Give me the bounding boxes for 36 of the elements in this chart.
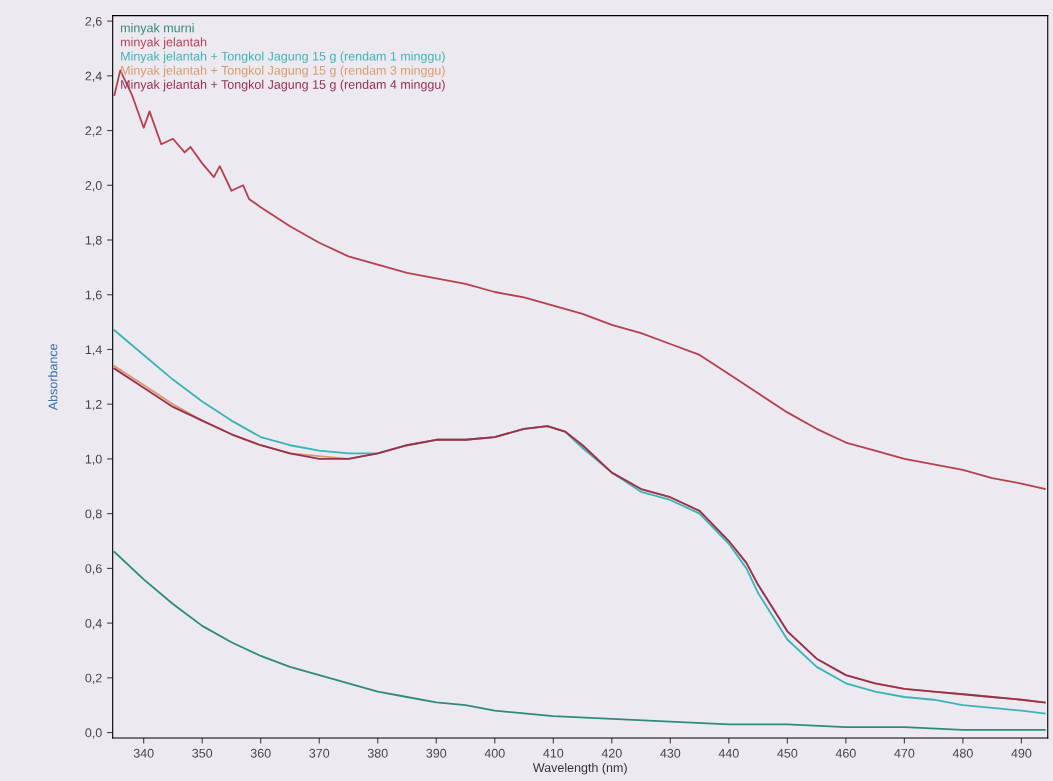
y-tick-label: 2,0 [85,181,102,192]
x-tick-label: 460 [835,748,856,758]
text: Minyak jelantah + Tongkol Jagung 15 g (rendam 3 minggu) [121,65,445,78]
x-axis-title: Wavelength (nm) [532,762,627,775]
y-tick-label: 0,0 [85,728,102,739]
y-tick-label: 2,4 [85,71,102,82]
y-axis-title: Absorbance [48,344,58,411]
x-tick-label: 370 [309,748,330,758]
x-tick-label: 470 [894,748,915,758]
y-tick-label: 2,2 [85,126,102,137]
x-tick-label: 450 [777,748,798,758]
x-tick-label: 430 [660,748,681,758]
x-tick-label: 400 [484,748,505,758]
y-tick-label: 0,6 [85,564,102,575]
x-tick-label: 420 [601,748,622,758]
x-tick-label: 340 [133,748,154,758]
x-tick-label: 350 [192,748,213,758]
text: Minyak jelantah + Tongkol Jagung 15 g (rendam 1 minggu) [121,51,445,64]
x-tick-label: 490 [1011,748,1032,758]
x-tick-label: 360 [250,748,271,758]
x-tick-label: 410 [543,748,564,758]
x-tick-label: 480 [952,748,973,758]
y-tick-label: 1,6 [85,290,102,301]
y-tick-label: 0,8 [85,509,102,520]
series-label: minyak jelantah [121,37,207,49]
y-tick-label: 1,8 [85,235,102,247]
y-tick-label: 1,4 [85,345,102,356]
y-tick-label: 1,2 [85,400,102,411]
text: minyak murni [121,23,194,35]
y-tick-label: 0,4 [85,618,102,630]
y-tick-label: 1,0 [85,454,102,466]
y-tick-label: 2,6 [85,16,102,28]
x-tick-label: 380 [367,748,388,758]
y-tick-label: 0,2 [85,673,102,684]
x-tick-label: 390 [426,748,447,758]
x-tick-label: 440 [718,748,739,758]
